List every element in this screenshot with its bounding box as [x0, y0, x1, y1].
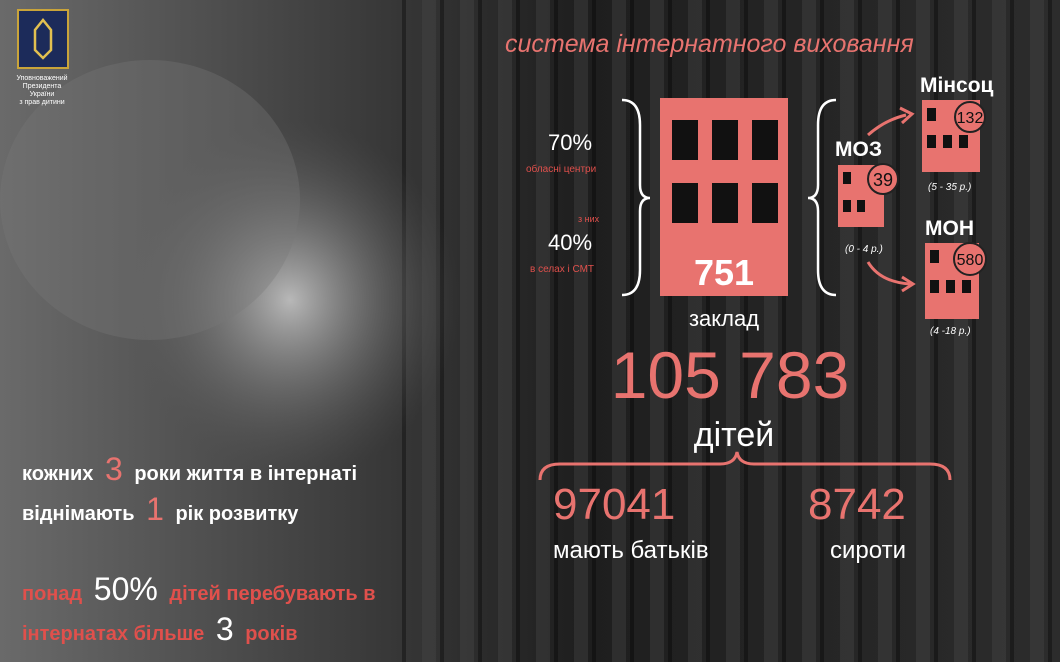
infographic: Уповноважений Президента України з прав … [0, 0, 1060, 662]
fact-number: 3 [105, 451, 123, 487]
children-label: дітей [694, 416, 774, 454]
title: система інтернатного виховання [505, 30, 914, 58]
fact-number: 3 [216, 611, 234, 647]
fact-number: 50% [94, 571, 158, 607]
ministry-name: Мінсоц [920, 74, 994, 97]
fact-number: 1 [146, 491, 164, 527]
orphans: 8742 [808, 480, 906, 529]
ministry-name: МОЗ [835, 138, 882, 161]
fact-text: роки життя в інтернаті [134, 463, 357, 485]
ministry-ages: (4 -18 р.) [930, 326, 971, 337]
fact-text: дітей перебувають в [169, 583, 375, 605]
with-parents-label: мають батьків [553, 537, 709, 564]
fact-text: понад [22, 583, 83, 605]
ministry-count: 132 [957, 110, 984, 127]
fact-text: рік розвитку [175, 503, 299, 525]
fact-text: років [245, 623, 297, 645]
institution-label: заклад [689, 306, 759, 331]
fact-text: інтернатах більше [22, 623, 204, 645]
ministry-ages: (0 - 4 р.) [845, 244, 883, 255]
subset-label: з них [578, 214, 600, 224]
emblem-caption: Президента [23, 83, 62, 90]
emblem-caption: України [30, 91, 55, 98]
institution-count: 751 [694, 252, 754, 293]
share: 70% [548, 130, 592, 155]
sub-label: в селах і СМТ [530, 264, 594, 275]
fact-text: кожних [22, 463, 93, 485]
emblem-caption: з прав дитини [19, 99, 64, 106]
ministry-count: 580 [957, 252, 984, 269]
orphans-label: сироти [830, 537, 906, 564]
fact-text: віднімають [22, 503, 135, 525]
children-total: 105 783 [611, 338, 850, 412]
ministry-name: МОН [925, 217, 974, 240]
ministry-count: 39 [873, 170, 893, 190]
share-label: обласні центри [526, 163, 596, 175]
with-parents: 97041 [553, 480, 675, 529]
emblem-caption: Уповноважений [16, 74, 67, 82]
sub-share: 40% [548, 230, 592, 255]
ministry-ages: (5 - 35 р.) [928, 182, 971, 193]
